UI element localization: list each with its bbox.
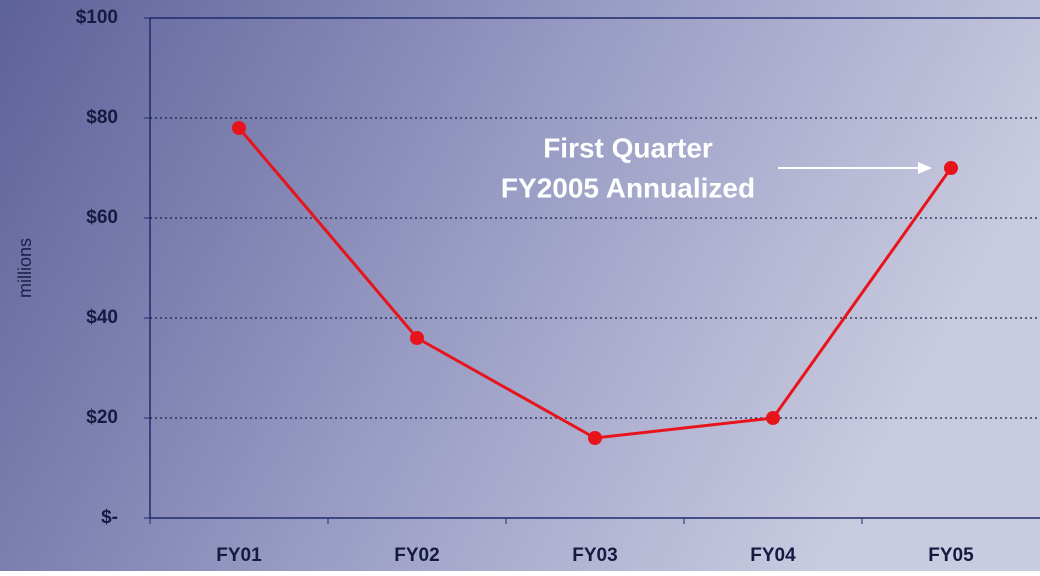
annotation: First Quarter bbox=[543, 132, 713, 163]
point bbox=[232, 121, 246, 135]
page: millions $- $20 $40 $60 $80 $100 FY01 FY02 FY03 F… bbox=[0, 0, 1040, 571]
x-tick-label: FY04 bbox=[750, 545, 796, 566]
x-tick-label: FY05 bbox=[928, 545, 974, 566]
y-tick-label: $60 bbox=[86, 207, 118, 228]
y-tick-label: $- bbox=[101, 507, 118, 528]
y-tick-label: $20 bbox=[86, 407, 118, 428]
background bbox=[0, 0, 1040, 571]
x-tick-label: FY03 bbox=[572, 545, 617, 566]
x-tick-label: FY02 bbox=[394, 545, 439, 566]
y-tick-label: $100 bbox=[76, 7, 118, 28]
point bbox=[410, 331, 424, 345]
y-tick-label: $40 bbox=[86, 307, 118, 328]
y-tick-label: $80 bbox=[86, 107, 118, 128]
annotation: FY2005 Annualized bbox=[501, 172, 755, 203]
chart: millions $- $20 $40 $60 $80 $100 FY01 FY02 FY03 F… bbox=[0, 0, 1040, 571]
point bbox=[944, 161, 958, 175]
y-axis-label: millions bbox=[15, 238, 35, 298]
x-tick-label: FY01 bbox=[216, 545, 262, 566]
point bbox=[766, 411, 780, 425]
point bbox=[588, 431, 602, 445]
